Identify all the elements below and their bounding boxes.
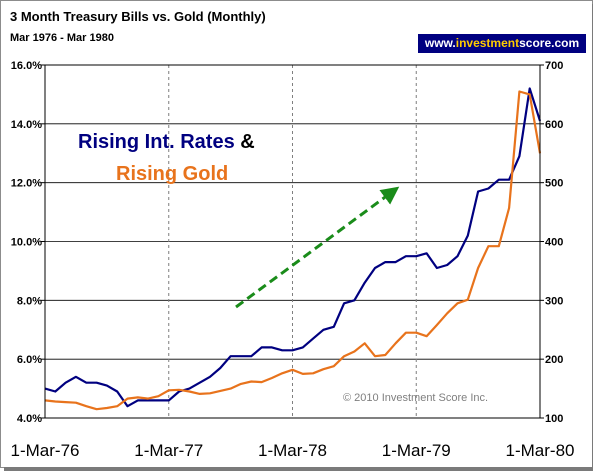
- brand-prefix: www.: [424, 36, 456, 50]
- y-left-tick-label: 12.0%: [11, 178, 42, 190]
- y-right-tick-label: 400: [545, 237, 563, 249]
- y-left-tick-label: 8.0%: [17, 295, 42, 307]
- x-tick-label: 1-Mar-76: [11, 441, 80, 460]
- x-tick-label: 1-Mar-80: [506, 441, 575, 460]
- chart-subtitle: Mar 1976 - Mar 1980: [10, 32, 114, 44]
- x-tick-label: 1-Mar-79: [382, 441, 451, 460]
- annotation-rates: Rising Int. Rates &: [78, 131, 255, 153]
- y-left-tick-label: 6.0%: [17, 354, 42, 366]
- y-right-tick-label: 300: [545, 295, 563, 307]
- y-left-tick-label: 10.0%: [11, 237, 42, 249]
- trend-arrow: [235, 186, 400, 309]
- gold-line: [44, 90, 542, 411]
- frame-shadow-bottom: [4, 467, 593, 471]
- brand-accent: investment: [455, 36, 520, 50]
- annotation-gold: Rising Gold: [116, 163, 228, 185]
- brand-badge: www.investmentscore.com: [418, 34, 586, 53]
- copyright-text: © 2010 Investment Score Inc.: [343, 392, 488, 404]
- y-right-tick-label: 500: [545, 178, 563, 190]
- annotation-rates-text: Rising Int. Rates: [78, 131, 235, 153]
- y-right-tick-label: 100: [545, 413, 563, 425]
- chart-title: 3 Month Treasury Bills vs. Gold (Monthly…: [10, 9, 266, 24]
- y-right-tick-label: 200: [545, 354, 563, 366]
- y-left-tick-label: 16.0%: [11, 60, 42, 72]
- brand-suffix: score.com: [519, 36, 580, 50]
- x-tick-label: 1-Mar-78: [258, 441, 327, 460]
- y-left-tick-label: 4.0%: [17, 413, 42, 425]
- y-right-tick-label: 700: [545, 60, 563, 72]
- x-tick-label: 1-Mar-77: [134, 441, 203, 460]
- tbill-line: [44, 87, 542, 408]
- y-left-tick-label: 14.0%: [11, 119, 42, 131]
- annotation-amp: &: [235, 131, 255, 153]
- y-right-tick-label: 600: [545, 119, 563, 131]
